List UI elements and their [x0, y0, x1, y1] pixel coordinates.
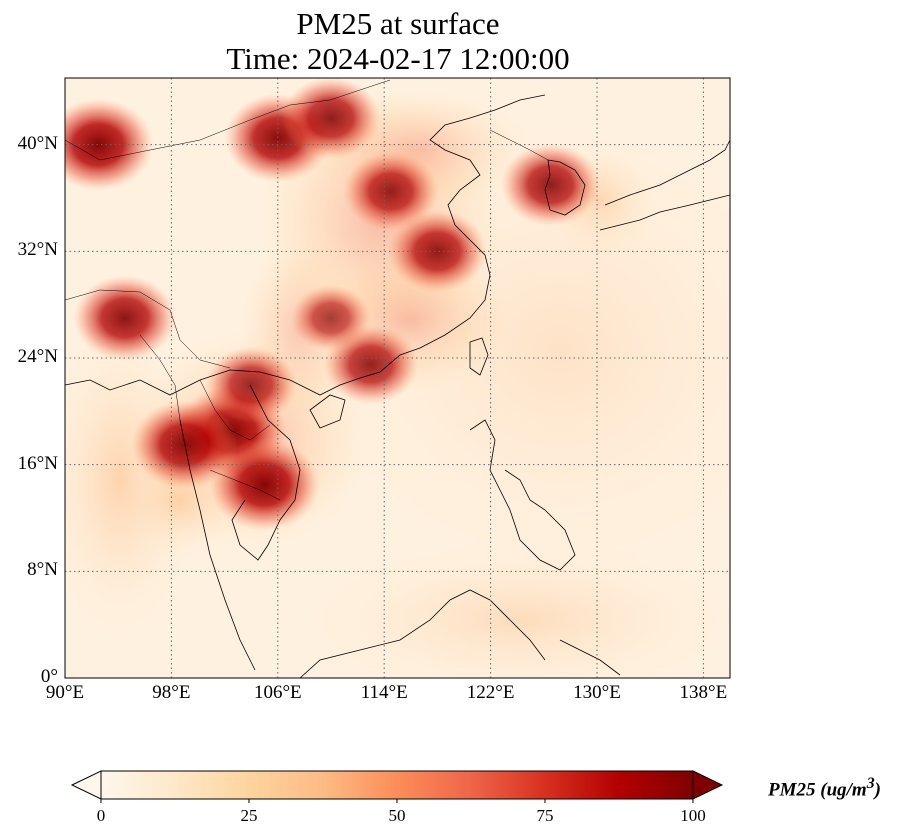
- colorbar: [70, 770, 724, 803]
- pollution-hotspots: [65, 78, 600, 531]
- colorbar-gradient: [100, 770, 694, 800]
- pm25-field: [65, 78, 730, 678]
- hotspot-4: [387, 210, 487, 293]
- colorbar-tick-label: 50: [388, 806, 406, 825]
- hotspot-11: [291, 284, 371, 352]
- lon-tick-label: 114°E: [360, 682, 408, 703]
- colorbar-label: PM25 (ug/m3): [768, 775, 881, 801]
- hotspot-8: [73, 275, 177, 361]
- lon-tick-label: 122°E: [466, 682, 515, 703]
- colorbar-extend-min: [70, 770, 102, 800]
- lon-tick-label: 138°E: [679, 682, 728, 703]
- hotspot-12: [501, 143, 600, 226]
- lat-tick-label: 24°N: [17, 346, 58, 367]
- colorbar-extend-max: [692, 770, 724, 800]
- hotspot-2: [281, 78, 381, 160]
- hotspot-3: [343, 151, 439, 231]
- map-title: PM25 at surface: [296, 6, 500, 41]
- colorbar-tick-label: 75: [536, 806, 554, 825]
- lon-tick-label: 98°E: [152, 682, 191, 703]
- lon-tick-label: 106°E: [253, 682, 302, 703]
- borders: [65, 79, 549, 501]
- map-frame: [64, 77, 731, 679]
- lat-tick-label: 32°N: [17, 239, 58, 261]
- coastlines: [65, 94, 730, 678]
- lat-tick-label: 40°N: [17, 132, 58, 154]
- colorbar-tick-label: 100: [680, 806, 706, 825]
- colorbar-tick-label: 25: [240, 806, 258, 825]
- hotspot-0: [65, 98, 154, 191]
- colorbar-tick-label: 0: [96, 806, 106, 825]
- lat-tick-label: 16°N: [17, 452, 58, 474]
- lat-tick-label: 8°N: [27, 559, 58, 581]
- hotspot-9: [205, 346, 297, 423]
- lon-tick-label: 130°E: [573, 682, 621, 703]
- lat-tick-label: 0°: [40, 666, 58, 687]
- lon-tick-label: 90°E: [45, 682, 85, 703]
- map-time: Time: 2024-02-17 12:00:00: [226, 41, 570, 76]
- hotspot-6: [209, 438, 320, 531]
